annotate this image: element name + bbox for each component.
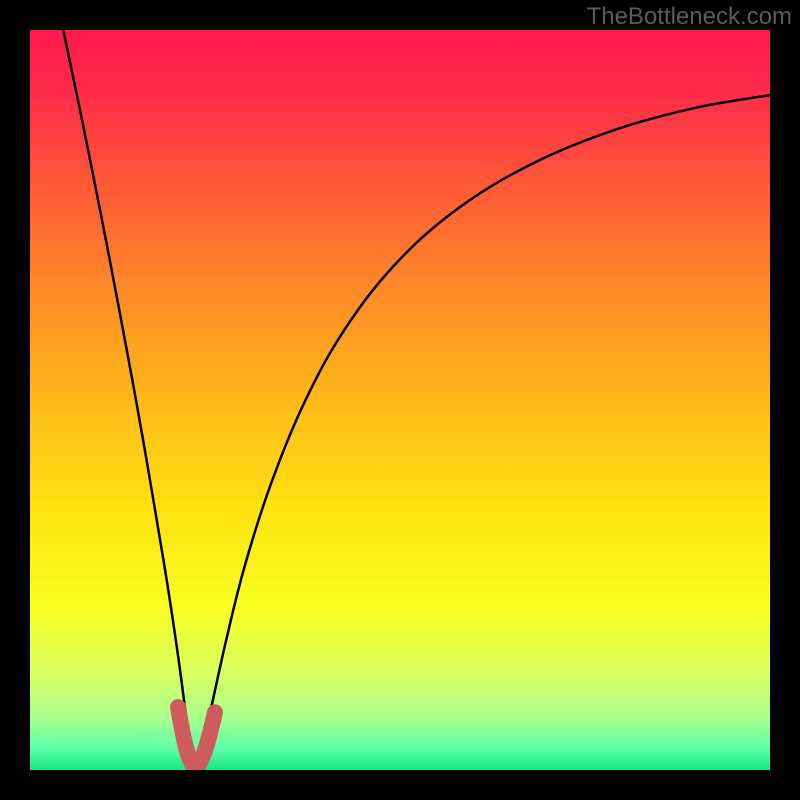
chart-container: TheBottleneck.com bbox=[0, 0, 800, 800]
attribution-text: TheBottleneck.com bbox=[587, 3, 792, 31]
plot-area bbox=[30, 30, 770, 770]
bottleneck-curve bbox=[30, 30, 770, 770]
